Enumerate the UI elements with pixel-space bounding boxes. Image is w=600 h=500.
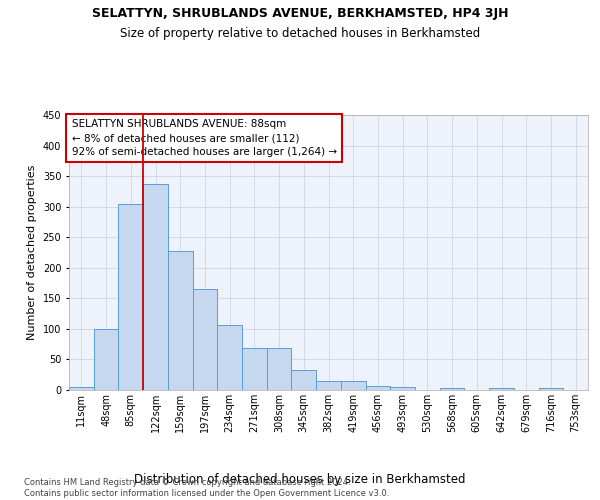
- Bar: [390, 387, 415, 390]
- Bar: [539, 388, 563, 390]
- Text: Size of property relative to detached houses in Berkhamsted: Size of property relative to detached ho…: [120, 28, 480, 40]
- Bar: [143, 184, 168, 390]
- Bar: [489, 388, 514, 390]
- Bar: [341, 382, 365, 390]
- Bar: [69, 387, 94, 390]
- Text: Contains HM Land Registry data © Crown copyright and database right 2024.
Contai: Contains HM Land Registry data © Crown c…: [24, 478, 389, 498]
- Bar: [267, 348, 292, 390]
- Text: SELATTYN SHRUBLANDS AVENUE: 88sqm
← 8% of detached houses are smaller (112)
92% : SELATTYN SHRUBLANDS AVENUE: 88sqm ← 8% o…: [71, 119, 337, 157]
- Text: Distribution of detached houses by size in Berkhamsted: Distribution of detached houses by size …: [134, 472, 466, 486]
- Bar: [118, 204, 143, 390]
- Bar: [193, 289, 217, 390]
- Bar: [168, 252, 193, 390]
- Bar: [292, 370, 316, 390]
- Bar: [440, 388, 464, 390]
- Bar: [316, 382, 341, 390]
- Y-axis label: Number of detached properties: Number of detached properties: [27, 165, 37, 340]
- Bar: [365, 386, 390, 390]
- Bar: [242, 348, 267, 390]
- Bar: [94, 329, 118, 390]
- Bar: [217, 324, 242, 390]
- Text: SELATTYN, SHRUBLANDS AVENUE, BERKHAMSTED, HP4 3JH: SELATTYN, SHRUBLANDS AVENUE, BERKHAMSTED…: [92, 8, 508, 20]
